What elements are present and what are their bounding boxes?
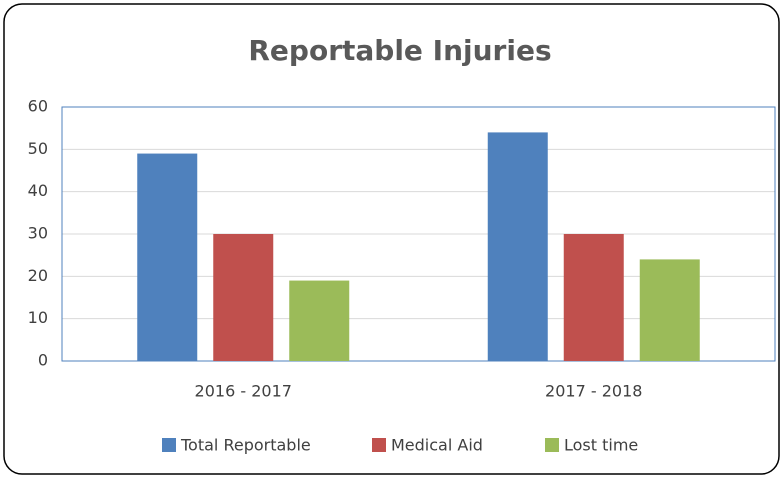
chart-title: Reportable Injuries [248,34,551,67]
y-tick-label: 50 [28,139,48,158]
y-tick-label: 20 [28,266,48,285]
y-tick-label: 60 [28,97,48,116]
legend-label: Total Reportable [180,436,311,455]
bar [563,234,624,361]
y-tick-label: 40 [28,181,48,200]
x-tick-label: 2016 - 2017 [195,382,292,401]
bar [639,259,700,361]
chart-frame [3,3,780,475]
x-tick-label: 2017 - 2018 [545,382,642,401]
y-tick-label: 10 [28,308,48,327]
bar [487,132,548,361]
legend-swatch [545,438,559,452]
legend-swatch [372,438,386,452]
legend-label: Lost time [564,436,638,455]
bar [213,234,274,361]
y-tick-label: 30 [28,224,48,243]
legend-swatch [162,438,176,452]
legend-label: Medical Aid [391,436,483,455]
bar [289,280,350,361]
plot-border [61,106,776,362]
y-tick-label: 0 [38,351,48,370]
bar [137,153,198,361]
